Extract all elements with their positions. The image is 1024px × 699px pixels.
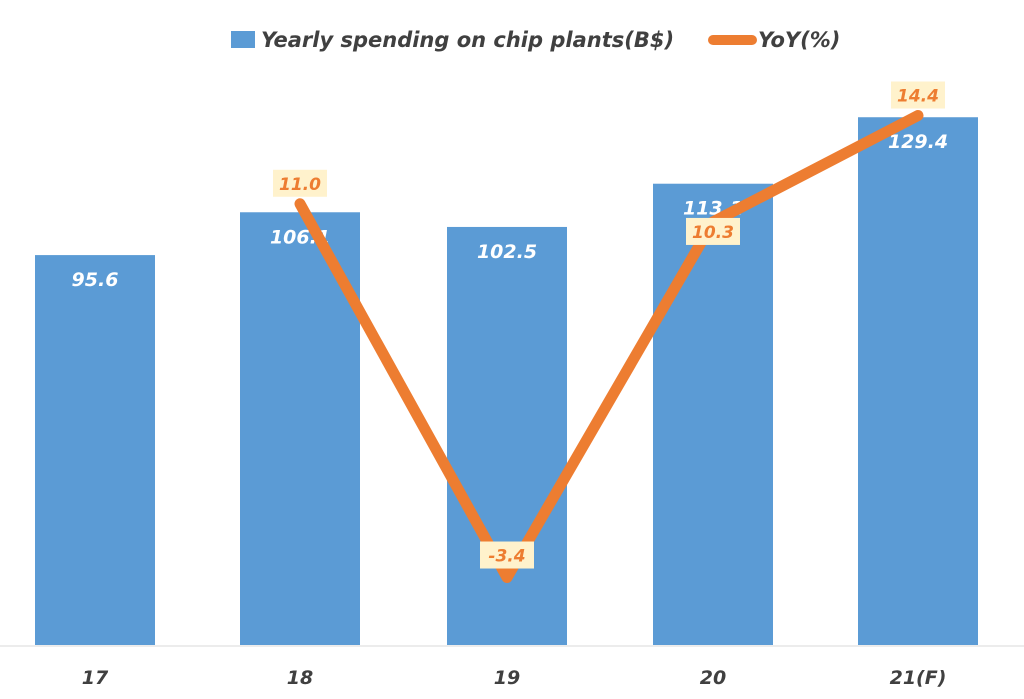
- line-label-text: -3.4: [488, 547, 525, 567]
- legend-line-label: YoY(%): [758, 28, 840, 52]
- bar-20: [653, 183, 773, 646]
- bar-label: 129.4: [888, 131, 948, 153]
- line-label: -3.4: [480, 541, 534, 569]
- line-label-text: 11.0: [279, 175, 321, 195]
- bar-label: 95.6: [72, 269, 119, 291]
- legend-bar-label: Yearly spending on chip plants(B$): [261, 28, 674, 52]
- x-tick-label: 21(F): [890, 667, 947, 689]
- line-label-bg: [891, 81, 945, 109]
- line-label: 14.4: [891, 81, 945, 109]
- line-label-bg: [686, 217, 740, 245]
- line-label-bg: [273, 169, 327, 197]
- line-label: 10.3: [686, 217, 740, 245]
- line-label: 11.0: [273, 169, 327, 197]
- x-tick-label: 19: [494, 667, 520, 689]
- x-tick-label: 17: [82, 667, 109, 689]
- x-tick-label: 20: [700, 667, 726, 689]
- line-label-text: 14.4: [897, 87, 939, 107]
- bar-label: 102.5: [477, 241, 537, 263]
- legend-bar-swatch: [231, 31, 255, 48]
- bar-17: [35, 255, 155, 646]
- bar-21(F): [858, 117, 978, 646]
- x-tick-label: 18: [287, 667, 313, 689]
- legend: Yearly spending on chip plants(B$) YoY(%): [231, 28, 840, 52]
- line-label-text: 10.3: [692, 223, 734, 243]
- line-label-bg: [480, 541, 534, 569]
- yoy-line: [294, 110, 924, 584]
